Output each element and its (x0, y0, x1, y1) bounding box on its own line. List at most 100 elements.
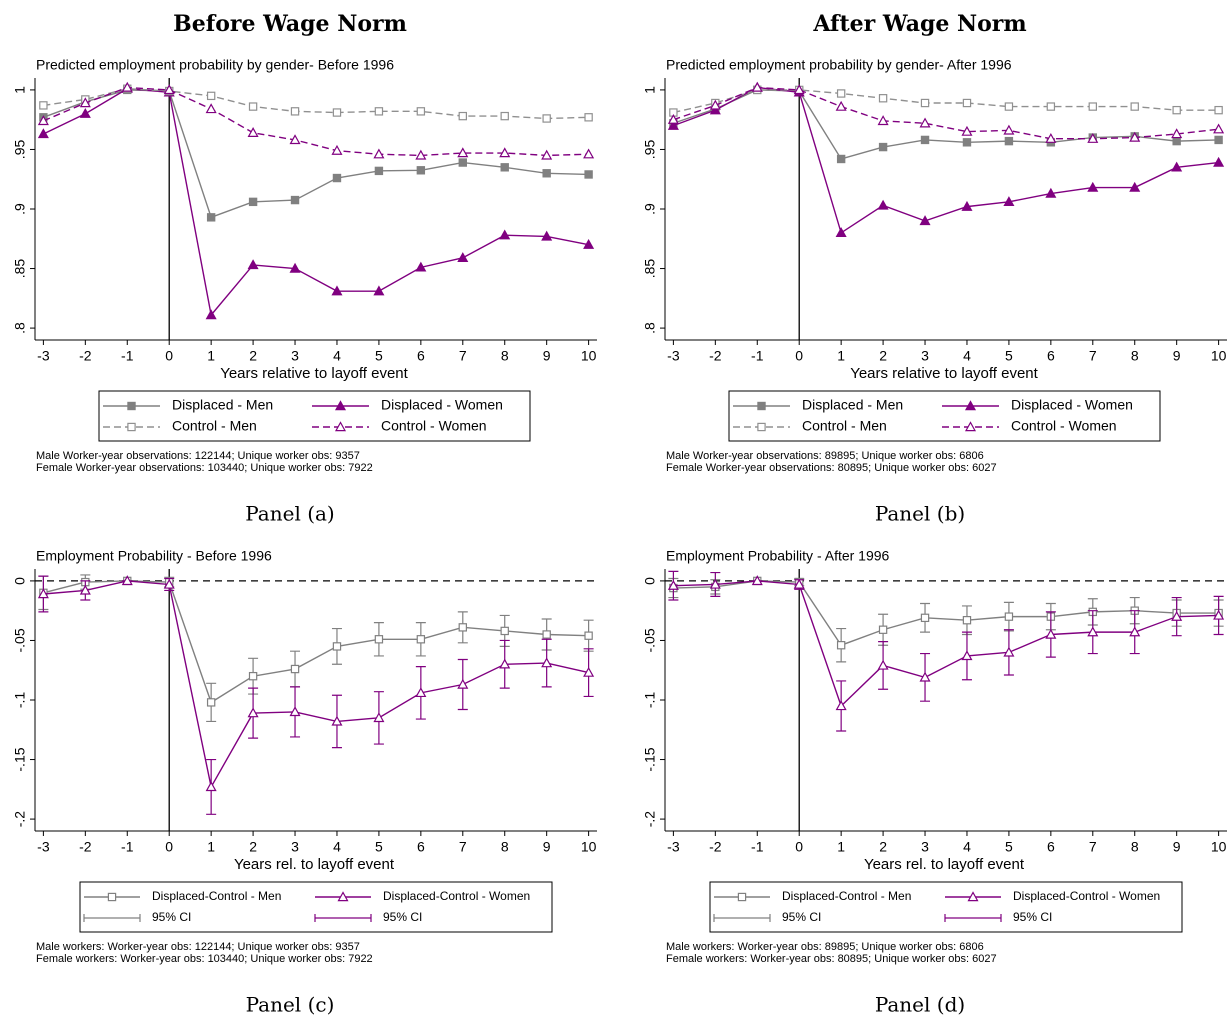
legend: Displaced-Control - Men Displaced-Control… (79, 881, 553, 933)
marker (499, 658, 511, 669)
marker (1171, 128, 1183, 139)
x-tick-label: -2 (79, 839, 92, 855)
marker (415, 687, 427, 698)
marker (541, 149, 553, 160)
marker (107, 892, 117, 902)
marker (205, 103, 217, 114)
marker (1045, 628, 1057, 639)
marker (163, 84, 175, 95)
legend-label: Control - Women (381, 418, 487, 434)
series-line (43, 86, 589, 157)
marker (836, 89, 846, 98)
legend-label: Control - Men (172, 418, 257, 434)
x-tick-label: 3 (921, 839, 929, 855)
marker (1003, 646, 1015, 657)
chart-title: Predicted employment probability by gend… (36, 57, 394, 73)
legend: Displaced - Men Displaced - Women Control … (728, 390, 1161, 442)
marker (205, 309, 217, 320)
marker (248, 102, 258, 111)
y-tick-label: -.1 (642, 692, 658, 709)
marker (247, 707, 259, 718)
series-line (673, 86, 1219, 234)
note: Male Worker-year observations: 89895; Un… (666, 450, 984, 462)
marker (127, 422, 136, 432)
marker (37, 115, 49, 126)
marker (584, 631, 593, 640)
marker (835, 100, 847, 111)
x-tick-label: 3 (291, 348, 299, 364)
x-axis-label: Years relative to layoff event (220, 365, 408, 382)
marker (415, 149, 427, 160)
marker (962, 98, 972, 108)
series-line (673, 86, 1219, 140)
legend-label: Displaced - Men (172, 397, 273, 413)
x-tick-label: 9 (543, 348, 551, 364)
marker (964, 400, 977, 411)
x-tick-label: 1 (207, 839, 215, 855)
x-tick-label: 2 (879, 839, 887, 855)
y-tick-label: .85 (642, 259, 658, 279)
y-tick-label: 0 (642, 577, 658, 585)
marker (458, 111, 467, 121)
marker (290, 107, 300, 116)
legend-swatch (713, 914, 771, 922)
marker (1172, 136, 1181, 146)
legend-label: Displaced - Men (802, 397, 903, 413)
marker (1045, 133, 1057, 143)
x-tick-label: -2 (709, 839, 722, 855)
x-tick-label: 3 (291, 839, 299, 855)
x-axis-label: Years relative to layoff event (850, 365, 1038, 382)
marker (751, 575, 763, 586)
series-line (43, 88, 589, 120)
marker (290, 195, 300, 205)
y-tick-label: .8 (642, 322, 658, 334)
marker (920, 135, 930, 145)
marker (247, 259, 259, 270)
note: Male workers: Worker-year obs: 122144; U… (36, 941, 360, 953)
legend-box (728, 390, 1161, 442)
y-tick-label: -.1 (12, 692, 28, 709)
marker (962, 138, 972, 147)
x-tick-label: 9 (543, 839, 551, 855)
x-tick-label: 10 (1211, 839, 1227, 855)
x-tick-label: -2 (709, 348, 722, 364)
marker (332, 173, 342, 183)
x-tick-label: 8 (1131, 839, 1139, 855)
marker (1004, 612, 1014, 621)
note: Female workers: Worker-year obs: 80895; … (666, 953, 997, 965)
marker (541, 657, 553, 668)
marker (332, 108, 342, 117)
marker (1004, 136, 1014, 146)
marker (667, 579, 679, 590)
legend-label: Control - Men (802, 418, 887, 434)
marker (737, 892, 747, 902)
series-line (43, 88, 589, 317)
x-tick-label: 8 (501, 348, 509, 364)
marker (163, 578, 175, 589)
legend-label: Displaced-Control - Women (1013, 889, 1160, 903)
marker (1213, 156, 1225, 167)
marker (289, 262, 301, 273)
marker (206, 91, 216, 101)
marker (961, 200, 973, 211)
marker (1045, 187, 1057, 198)
x-tick-label: 10 (581, 839, 597, 855)
x-tick-label: 0 (795, 839, 803, 855)
legend-box (709, 881, 1183, 933)
marker (667, 119, 679, 130)
marker (709, 99, 721, 110)
x-tick-label: 7 (459, 348, 467, 364)
marker (334, 400, 347, 411)
marker (878, 94, 888, 103)
marker (500, 626, 509, 636)
note: Female workers: Worker-year obs: 103440;… (36, 953, 373, 965)
legend-label: 95% CI (152, 910, 191, 924)
legend: Displaced - Men Displaced - Women Control … (98, 390, 531, 442)
marker (1046, 102, 1056, 111)
x-tick-label: -3 (37, 839, 50, 855)
note: Male workers: Worker-year obs: 89895; Un… (666, 941, 984, 953)
note: Male Worker-year observations: 122144; U… (36, 450, 360, 462)
marker (1129, 626, 1141, 637)
marker (127, 401, 136, 411)
legend-box (98, 390, 531, 442)
